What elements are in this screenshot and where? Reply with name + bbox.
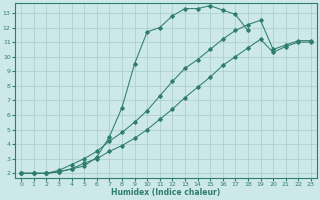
X-axis label: Humidex (Indice chaleur): Humidex (Indice chaleur) [111, 188, 221, 197]
